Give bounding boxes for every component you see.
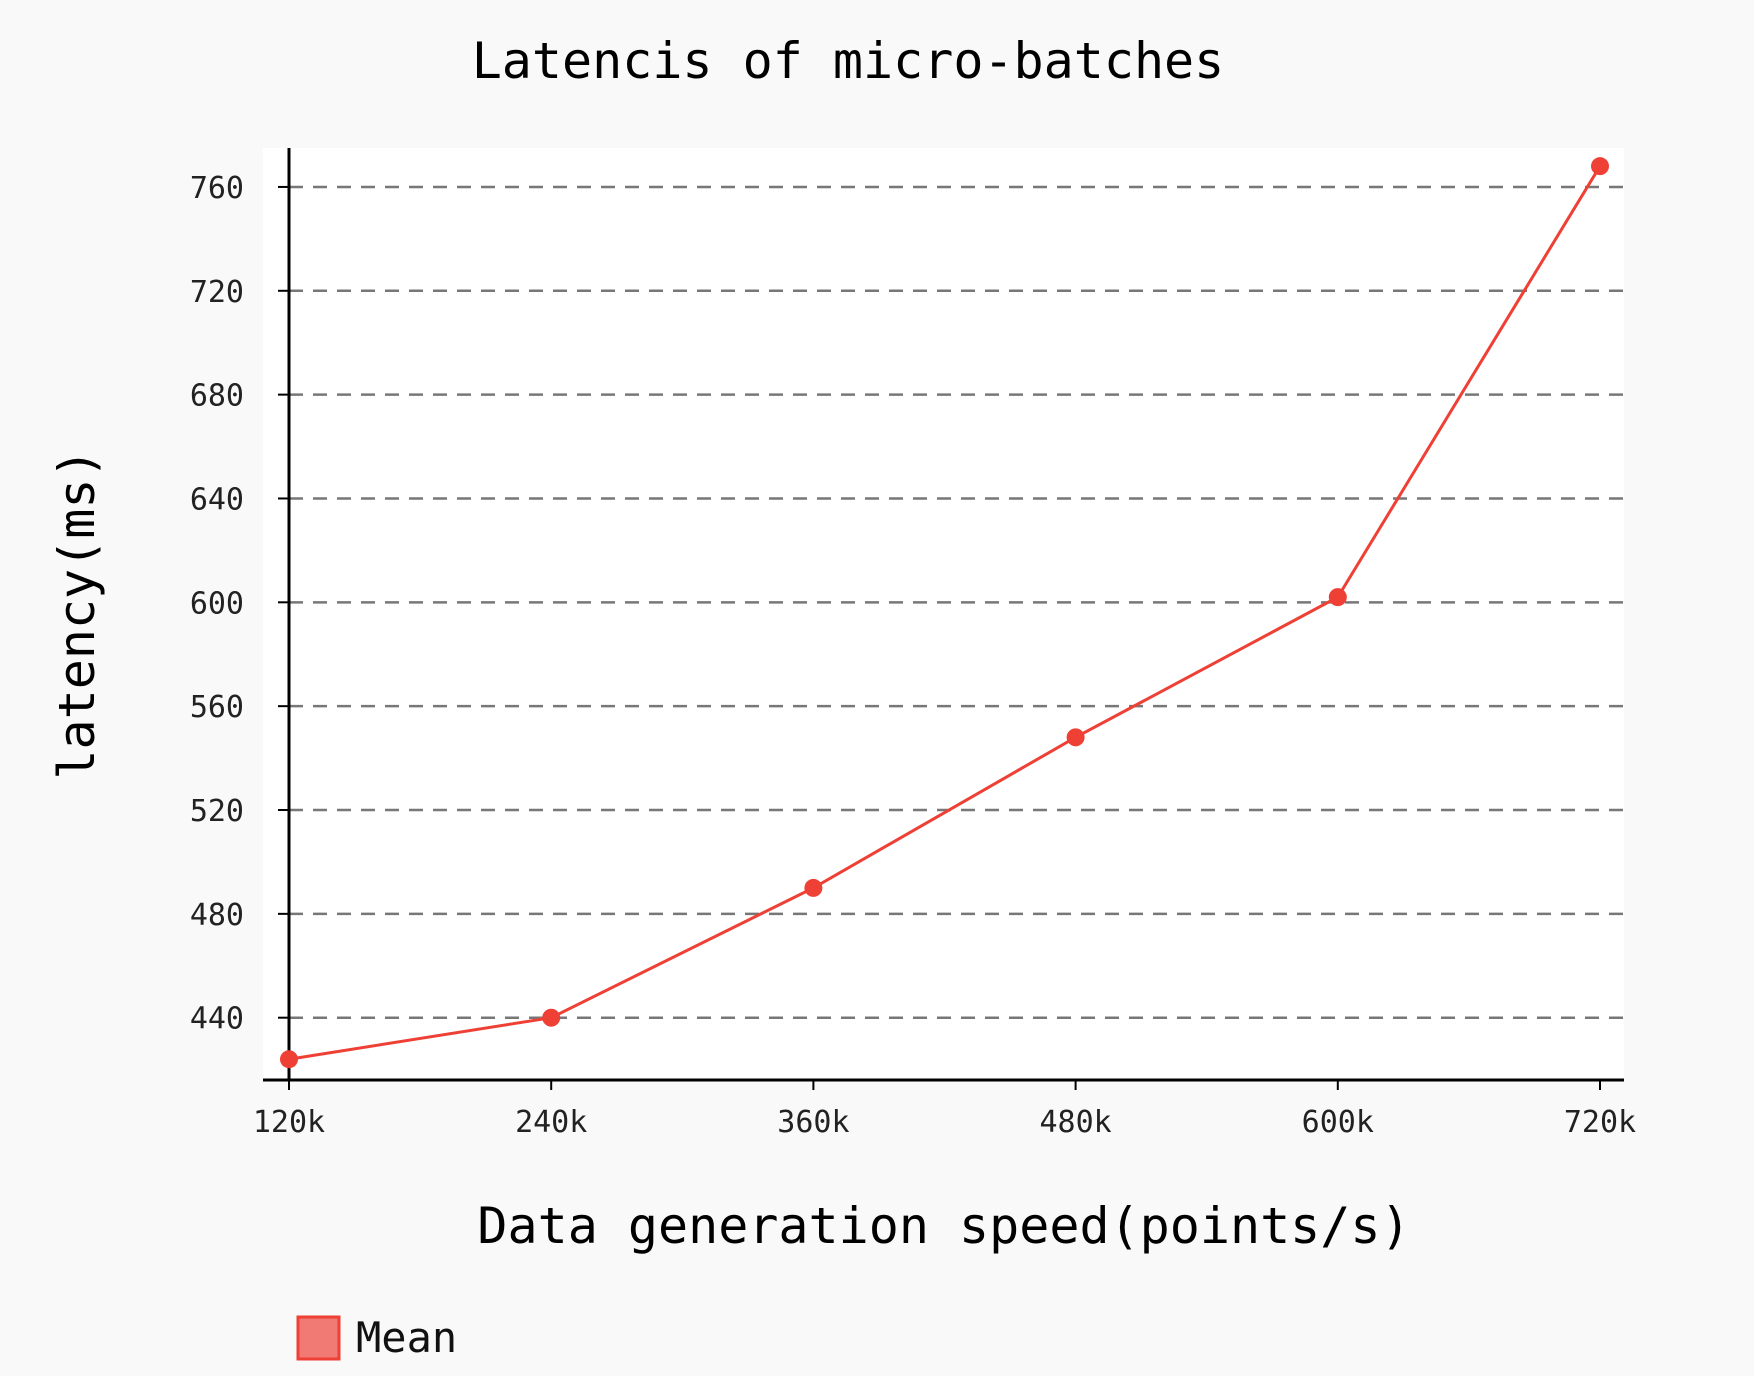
y-tick-label: 480 xyxy=(190,898,244,933)
data-point xyxy=(1591,157,1609,176)
y-tick-label: 720 xyxy=(190,275,244,310)
y-tick-label: 680 xyxy=(190,379,244,414)
y-axis-title: latency(ms) xyxy=(48,448,106,779)
x-tick-label: 720k xyxy=(1564,1105,1636,1140)
y-tick-labels: 440 480 520 560 600 640 680 720 760 xyxy=(190,171,289,1037)
grid-lines xyxy=(289,185,1624,1019)
x-tick-label: 600k xyxy=(1302,1105,1374,1140)
data-point xyxy=(1066,728,1085,747)
data-point xyxy=(804,878,823,897)
data-point xyxy=(1328,588,1347,607)
y-tick-label: 760 xyxy=(190,171,244,206)
y-tick-label: 600 xyxy=(190,586,244,621)
series-line-mean xyxy=(288,165,1602,1061)
y-tick-label: 440 xyxy=(190,1002,244,1037)
x-tick-label: 360k xyxy=(777,1105,849,1140)
x-tick-label: 240k xyxy=(515,1105,587,1140)
series-layer xyxy=(280,157,1609,1069)
x-tick-label: 120k xyxy=(253,1105,325,1140)
x-axis-title: Data generation speed(points/s) xyxy=(477,1197,1410,1255)
chart-title: Latencis of micro-batches xyxy=(472,32,1225,90)
plot-background xyxy=(263,148,1624,1080)
legend-label-mean: Mean xyxy=(356,1313,457,1362)
x-tick-labels: 120k 240k 360k 480k 600k 720k xyxy=(253,1080,1636,1140)
x-tick-label: 480k xyxy=(1039,1105,1111,1140)
data-point xyxy=(542,1008,561,1027)
legend-swatch-mean xyxy=(296,1315,341,1361)
legend: Mean xyxy=(296,1313,457,1362)
y-tick-label: 640 xyxy=(190,482,244,517)
y-tick-label: 520 xyxy=(190,794,244,829)
y-tick-label: 560 xyxy=(190,690,244,725)
data-point xyxy=(280,1050,298,1069)
